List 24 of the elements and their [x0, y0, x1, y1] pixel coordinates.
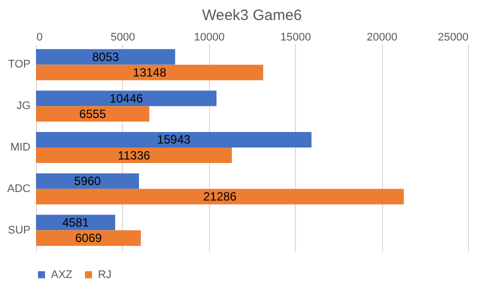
legend-label: RJ — [98, 268, 112, 281]
data-label: 5960 — [74, 174, 102, 188]
y-tick-label: TOP — [8, 58, 30, 71]
legend-label: AXZ — [51, 268, 73, 281]
data-label: 4581 — [62, 216, 90, 230]
x-tick-label: 25000 — [438, 32, 468, 44]
data-label: 10446 — [110, 91, 144, 106]
y-tick-label: SUP — [8, 224, 30, 236]
chart-title: Week3 Game6 — [202, 7, 302, 24]
data-label: 6555 — [79, 106, 106, 121]
data-label: 15943 — [157, 132, 191, 147]
y-tick-label: JG — [16, 100, 30, 112]
x-tick-label: 20000 — [366, 32, 398, 44]
x-tick-label: 15000 — [280, 32, 311, 44]
y-tick-label: MID — [10, 142, 31, 154]
data-label: 8053 — [92, 50, 120, 64]
x-tick-label: 0 — [36, 32, 43, 44]
data-label: 13148 — [132, 65, 167, 80]
y-tick-label: ADC — [7, 182, 31, 195]
x-tick-label: 10000 — [194, 32, 225, 44]
data-label: 6069 — [75, 231, 102, 246]
x-tick-label: 5000 — [110, 32, 136, 44]
data-label: 11336 — [118, 148, 151, 162]
data-label: 21286 — [203, 190, 237, 204]
